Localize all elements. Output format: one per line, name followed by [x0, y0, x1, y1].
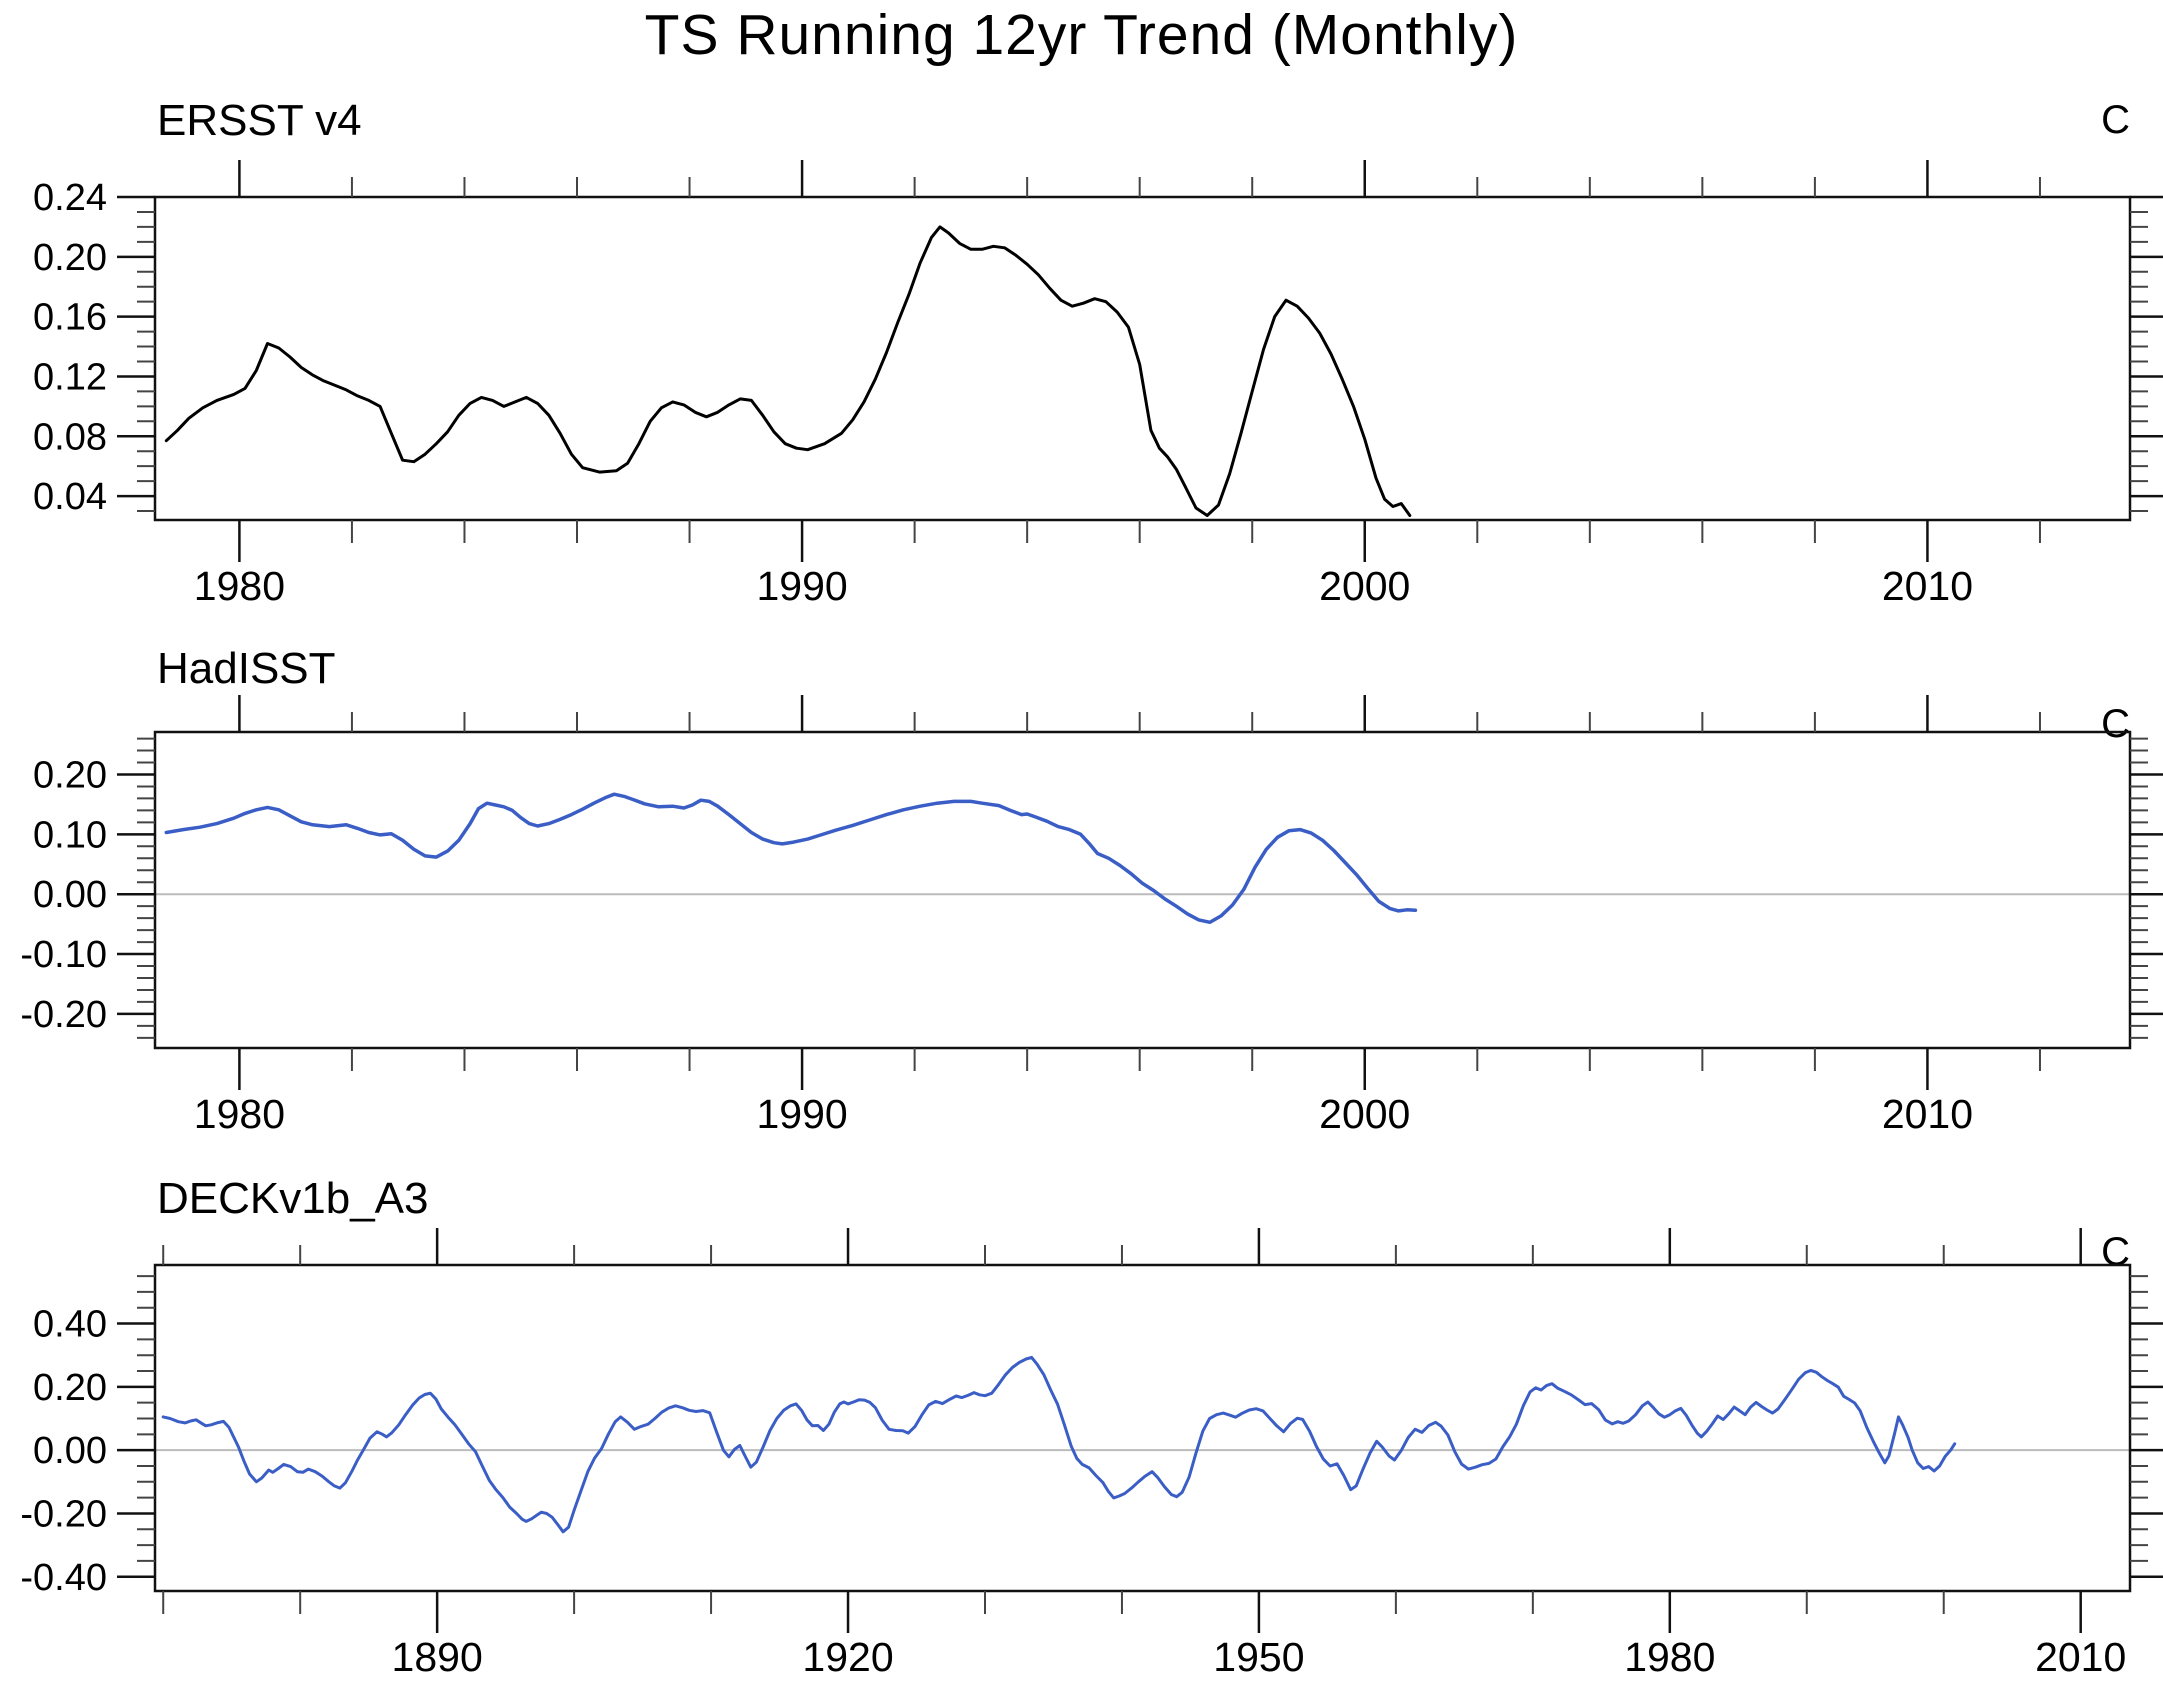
y-tick-label: 0.20 — [33, 754, 107, 796]
y-tick-label: 0.24 — [33, 177, 107, 219]
plot-frame — [153, 195, 2132, 522]
x-tick-label: 2010 — [2035, 1634, 2126, 1680]
x-tick-label: 1980 — [194, 1091, 285, 1137]
panel-2-plot: 1980 1990 2000 2010 -0.20 -0.10 0.00 0.10 0.20 — [20, 695, 2163, 1137]
panel-1-unit-label: C — [2101, 98, 2130, 142]
y-tick-label: 0.08 — [33, 416, 107, 458]
panel-2-unit-label: C — [2101, 702, 2130, 746]
y-ticks — [117, 1275, 2163, 1579]
x-tick-label: 2010 — [1882, 563, 1973, 609]
series-line-deckv1b-a3 — [161, 1355, 1957, 1534]
y-tick-label: 0.10 — [33, 814, 107, 856]
plot-frame — [153, 1263, 2132, 1593]
panel-3-title: DECKv1b_A3 — [157, 1174, 429, 1223]
y-tick-label: -0.40 — [20, 1557, 107, 1599]
panel-3-unit-label: C — [2101, 1230, 2130, 1274]
y-tick-label: 0.00 — [33, 874, 107, 916]
x-ticks — [162, 1228, 2082, 1633]
x-ticks — [238, 160, 2041, 562]
y-tick-label: 0.40 — [33, 1304, 107, 1346]
x-tick-label: 1990 — [756, 1091, 847, 1137]
panel-2-title: HadISST — [157, 644, 336, 693]
plot-frame — [153, 730, 2132, 1050]
x-tick-label: 1980 — [194, 563, 285, 609]
x-tick-label: 1980 — [1624, 1634, 1715, 1680]
y-tick-label: 0.00 — [33, 1430, 107, 1472]
x-tick-label: 2010 — [1882, 1091, 1973, 1137]
y-tick-label: 0.04 — [33, 476, 107, 518]
y-ticks — [117, 195, 2163, 513]
y-ticks — [117, 737, 2163, 1039]
y-tick-label: -0.20 — [20, 994, 107, 1036]
panel-3-plot: 1890 1920 1950 1980 2010 -0.40 -0.20 0.00 0.20 0.… — [20, 1228, 2163, 1680]
y-tick-label: -0.10 — [20, 934, 107, 976]
y-tick-label: 0.12 — [33, 356, 107, 398]
x-tick-label: 1920 — [802, 1634, 893, 1680]
x-tick-label: 1990 — [756, 563, 847, 609]
y-tick-label: -0.20 — [20, 1493, 107, 1535]
x-tick-label: 1950 — [1213, 1634, 1304, 1680]
y-tick-label: 0.20 — [33, 237, 107, 279]
series-line-hadisst — [164, 792, 1418, 925]
series-line-ersst-v4 — [164, 225, 1412, 517]
x-tick-label: 1890 — [392, 1634, 483, 1680]
x-tick-label: 2000 — [1319, 563, 1410, 609]
panel-1-title: ERSST v4 — [157, 96, 362, 145]
y-tick-label: 0.16 — [33, 297, 107, 339]
y-tick-label: 0.20 — [33, 1367, 107, 1409]
x-tick-label: 2000 — [1319, 1091, 1410, 1137]
figure-title: TS Running 12yr Trend (Monthly) — [644, 3, 1519, 67]
panel-1-plot: 1980 1990 2000 2010 0.04 0.08 0.12 0.16 0.20 0.24 — [33, 160, 2163, 609]
x-ticks — [238, 695, 2041, 1090]
